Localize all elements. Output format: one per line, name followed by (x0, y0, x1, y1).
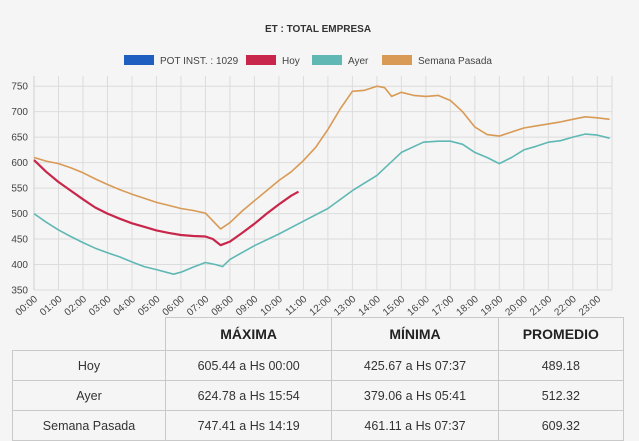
y-tick-label: 450 (11, 235, 28, 246)
x-tick-label: 08:00 (210, 294, 237, 319)
row-max: 747.41 a Hs 14:19 (164, 410, 333, 441)
table-row: Semana Pasada 747.41 a Hs 14:19 461.11 a… (12, 410, 625, 441)
legend-swatch (246, 55, 276, 65)
legend-swatch (312, 55, 342, 65)
x-tick-label: 06:00 (161, 294, 188, 319)
legend-label: Ayer (348, 56, 369, 67)
x-tick-label: 09:00 (234, 294, 261, 319)
x-tick-label: 00:00 (14, 294, 41, 319)
x-tick-label: 20:00 (504, 294, 531, 319)
table-row: Hoy 605.44 a Hs 00:00 425.67 a Hs 07:37 … (12, 350, 625, 381)
row-min: 379.06 a Hs 05:41 (331, 380, 499, 411)
stats-header-row: MÁXIMA MÍNIMA PROMEDIO (12, 317, 625, 351)
x-tick-label: 01:00 (38, 294, 65, 319)
row-avg: 512.32 (497, 380, 625, 411)
row-max: 624.78 a Hs 15:54 (164, 380, 333, 411)
x-tick-label: 07:00 (185, 294, 212, 319)
line-chart: ET : TOTAL EMPRESA POT INST. : 1029 Hoy Ay… (11, 24, 613, 319)
x-tick-label: 21:00 (528, 294, 555, 319)
row-label: Ayer (12, 380, 166, 411)
row-min: 461.11 a Hs 07:37 (331, 410, 499, 441)
x-tick-label: 02:00 (63, 294, 90, 319)
y-tick-label: 350 (11, 286, 28, 297)
x-tick-label: 17:00 (430, 294, 457, 319)
x-axis: 00:0001:0002:0003:0004:0005:0006:0007:00… (14, 294, 604, 319)
y-tick-label: 650 (11, 133, 28, 144)
legend-label: Hoy (282, 56, 300, 67)
x-tick-label: 10:00 (259, 294, 286, 319)
x-tick-label: 05:00 (136, 294, 163, 319)
row-avg: 609.32 (497, 410, 625, 441)
x-tick-label: 19:00 (479, 294, 506, 319)
series-line-hoy (33, 159, 300, 247)
series-line-ayer (33, 133, 610, 275)
legend-label: Semana Pasada (418, 56, 492, 67)
stats-table: MÁXIMA MÍNIMA PROMEDIO Hoy 605.44 a Hs 0… (12, 317, 625, 441)
x-tick-label: 11:00 (284, 294, 310, 318)
x-tick-label: 15:00 (381, 294, 408, 319)
legend-label: POT INST. : 1029 (160, 56, 239, 67)
y-tick-label: 750 (11, 82, 28, 93)
x-tick-label: 04:00 (112, 294, 139, 319)
x-tick-label: 13:00 (332, 294, 359, 319)
header-maxima: MÁXIMA (164, 317, 333, 351)
chart-grid (33, 76, 613, 291)
row-max: 605.44 a Hs 00:00 (164, 350, 333, 381)
chart-series (33, 85, 610, 275)
y-tick-label: 500 (11, 209, 28, 220)
chart-legend: POT INST. : 1029 Hoy Ayer Semana Pasada (124, 55, 492, 67)
header-minima: MÍNIMA (331, 317, 499, 351)
row-label: Semana Pasada (12, 410, 166, 441)
row-avg: 489.18 (497, 350, 625, 381)
row-label: Hoy (12, 350, 166, 381)
x-tick-label: 23:00 (577, 294, 604, 319)
stats-corner-cell (12, 317, 166, 351)
y-tick-label: 700 (11, 107, 28, 118)
chart-title: ET : TOTAL EMPRESA (265, 24, 371, 35)
row-min: 425.67 a Hs 07:37 (331, 350, 499, 381)
header-promedio: PROMEDIO (497, 317, 625, 351)
legend-swatch (382, 55, 412, 65)
table-row: Ayer 624.78 a Hs 15:54 379.06 a Hs 05:41… (12, 380, 625, 411)
y-tick-label: 400 (11, 260, 28, 271)
y-tick-label: 600 (11, 158, 28, 169)
y-tick-label: 550 (11, 184, 28, 195)
x-tick-label: 22:00 (552, 294, 579, 319)
x-tick-label: 16:00 (406, 294, 433, 319)
x-tick-label: 18:00 (455, 294, 482, 319)
legend-swatch (124, 55, 154, 65)
series-line-semana-pasada (33, 85, 610, 230)
x-tick-label: 14:00 (357, 294, 384, 319)
y-axis: 350 400 450 500 550 600 650 700 750 (11, 82, 28, 297)
x-tick-label: 12:00 (308, 294, 335, 319)
x-tick-label: 03:00 (87, 294, 114, 319)
